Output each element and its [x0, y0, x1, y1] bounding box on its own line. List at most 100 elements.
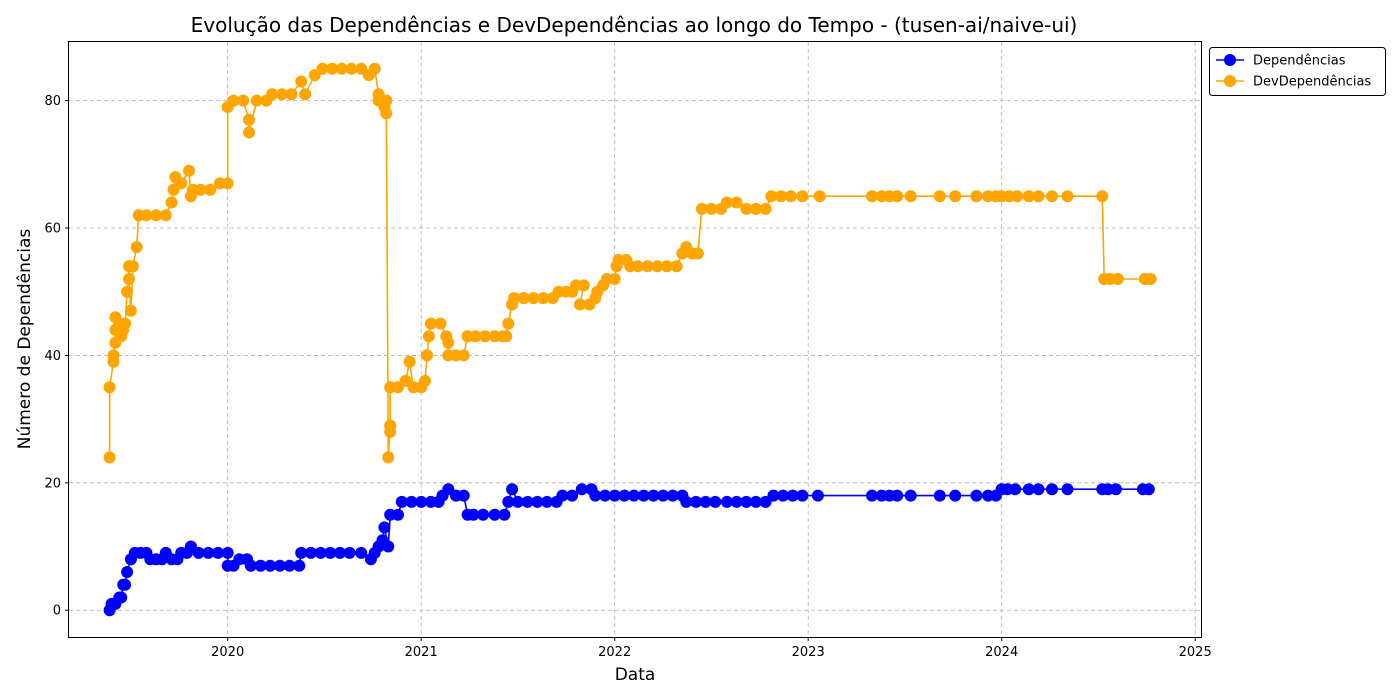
- devdependencias-point: [250, 94, 263, 107]
- dependencias-point: [343, 546, 356, 559]
- dependencias-point: [740, 495, 753, 508]
- dependencias-point: [333, 546, 346, 559]
- dependencias-point: [541, 495, 553, 508]
- devdependencias-point: [442, 336, 455, 349]
- devdependencias-point: [382, 451, 395, 464]
- dependencias-point: [115, 591, 128, 604]
- dependencias-point: [730, 495, 743, 508]
- devdependencias-point: [517, 292, 530, 305]
- devdependencias-point: [479, 330, 491, 343]
- dependencias-point: [405, 495, 418, 508]
- dependencias-point: [1046, 483, 1058, 496]
- dependencias-point: [457, 489, 470, 502]
- devdependencias-point: [424, 317, 437, 330]
- devdependencias-point: [237, 94, 250, 107]
- dependencias-point: [608, 489, 621, 502]
- devdependencias-point: [103, 381, 116, 394]
- devdependencias-point: [221, 177, 234, 190]
- dependencias-point: [415, 495, 428, 508]
- devdependencias-point: [970, 190, 983, 203]
- devdependencias-point: [670, 260, 683, 273]
- dependencias-point: [599, 489, 611, 502]
- dependencias-point: [392, 508, 404, 521]
- devdependencias-point: [121, 285, 134, 298]
- devdependencias-point: [107, 349, 120, 362]
- devdependencias-point: [651, 260, 664, 273]
- chart-title: Evolução das Dependências e DevDependênc…: [191, 13, 1078, 37]
- dependencias-point: [891, 489, 904, 502]
- x-tick-label: 2020: [211, 645, 244, 660]
- devdependencias-point: [949, 190, 962, 203]
- dependencias-point: [355, 546, 368, 559]
- dependencias-point: [618, 489, 631, 502]
- devdependencias-point: [419, 374, 431, 387]
- devdependencias-point: [660, 260, 673, 273]
- dependencias-point: [254, 559, 267, 572]
- devdependencias-point: [904, 190, 917, 203]
- y-tick-label: 0: [53, 604, 61, 619]
- grid-lines: [69, 42, 1201, 637]
- x-axis-label: Data: [615, 665, 656, 685]
- dependencias-point: [628, 489, 640, 502]
- dependencias-point: [699, 495, 712, 508]
- dependencias-point: [904, 489, 917, 502]
- devdependencias-point: [335, 62, 348, 75]
- devdependencias-point: [266, 88, 279, 101]
- devdependencias-point: [368, 62, 381, 75]
- series-devdependencias: [103, 62, 1157, 464]
- dependencias-point: [949, 489, 962, 502]
- devdependencias-point: [457, 349, 470, 362]
- devdependencias-point: [577, 279, 590, 292]
- dependencias-point: [647, 489, 660, 502]
- devdependencias-point: [759, 202, 772, 215]
- dependencias-point: [521, 495, 534, 508]
- dependencias-point: [467, 508, 480, 521]
- dependencias-point: [1022, 483, 1035, 496]
- devdependencias-point: [1144, 273, 1157, 285]
- dependencias-point: [690, 495, 702, 508]
- devdependencias-point: [183, 164, 195, 177]
- devdependencias-point: [749, 202, 762, 215]
- devdependencias-point: [691, 247, 704, 260]
- dependencias-point: [1061, 483, 1074, 496]
- devdependencias-point: [421, 349, 433, 362]
- dependencias-point: [1142, 483, 1155, 496]
- dependencias-point: [556, 489, 569, 502]
- devdependencias-point: [1061, 190, 1074, 203]
- devdependencias-point: [380, 94, 393, 107]
- devdependencias-point: [730, 196, 743, 209]
- devdependencias-point: [891, 190, 904, 203]
- dependencias-point: [314, 546, 327, 559]
- y-tick-label: 60: [44, 222, 61, 237]
- dependencias-point: [666, 489, 679, 502]
- dependencias-point: [589, 489, 602, 502]
- devdependencias-point: [126, 260, 139, 273]
- dependencias-point: [498, 508, 511, 521]
- devdependencias-point: [765, 190, 778, 203]
- legend: Dependências DevDependências: [1209, 47, 1386, 96]
- dependencias-point: [811, 489, 824, 502]
- dependencias-point: [933, 489, 946, 502]
- devdependencias-point: [500, 330, 513, 343]
- devdependencias-point: [123, 273, 135, 285]
- dependencias-point: [293, 559, 306, 572]
- dependencias-point: [970, 489, 983, 502]
- devdependencias-point: [537, 292, 550, 305]
- devdependencias-point: [866, 190, 878, 203]
- devdependencias-point: [140, 209, 153, 222]
- dependencias-point: [395, 495, 408, 508]
- devdependencias-point: [1111, 273, 1124, 285]
- dependencias-point: [749, 495, 762, 508]
- devdependencias-point: [508, 292, 521, 305]
- dependencias-point: [566, 489, 579, 502]
- series-dependencias: [103, 483, 1155, 617]
- series-layer: [103, 62, 1157, 617]
- dependencias-point: [202, 546, 215, 559]
- dependencias-point: [511, 495, 524, 508]
- dependencias-point: [767, 489, 780, 502]
- devdependencias-point: [720, 196, 733, 209]
- devdependencias-point: [204, 183, 217, 196]
- devdependencias-point: [705, 202, 718, 215]
- devdependencias-point: [502, 317, 515, 330]
